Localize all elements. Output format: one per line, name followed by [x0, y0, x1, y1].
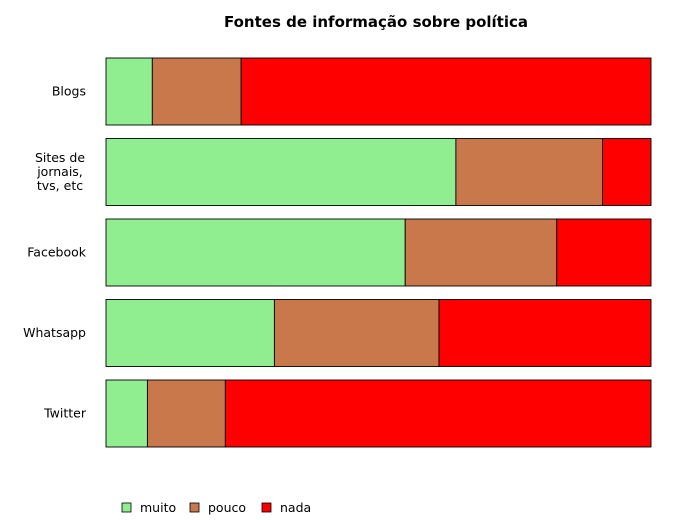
bar-segment-pouco-4	[146, 379, 226, 448]
category-label-4: Twitter	[43, 406, 87, 421]
bar-segment-pouco-1	[455, 138, 603, 206]
category-label-2: Facebook	[27, 245, 86, 260]
bar-segment-pouco-2	[404, 218, 558, 287]
bars-group	[105, 57, 652, 448]
bar-segment-pouco-0	[151, 57, 242, 126]
bar-segment-nada-3	[438, 299, 652, 367]
bar-segment-nada-1	[602, 138, 652, 206]
legend-swatch-muito	[121, 502, 132, 513]
bar-segment-nada-2	[556, 218, 652, 287]
category-labels: Blogs Sites de jornais, tvs, etc Facebook Wha…	[23, 84, 87, 421]
bar-segment-muito-4	[105, 379, 148, 448]
bar-segment-muito-2	[105, 218, 406, 287]
bar-segment-muito-0	[105, 57, 153, 126]
legend-label-nada: nada	[280, 500, 311, 515]
bar-segment-nada-4	[224, 379, 652, 448]
legend-swatch-pouco	[189, 502, 200, 513]
category-label-1: Sites de jornais, tvs, etc	[35, 150, 85, 193]
bar-segment-pouco-3	[273, 299, 440, 367]
bar-segment-nada-0	[240, 57, 652, 126]
legend: muito pouco nada	[121, 500, 311, 515]
bar-segment-muito-3	[105, 299, 275, 367]
category-label-3: Whatsapp	[23, 325, 86, 340]
bar-segment-muito-1	[105, 138, 457, 206]
legend-swatch-nada	[261, 502, 272, 513]
legend-label-pouco: pouco	[208, 500, 246, 515]
legend-label-muito: muito	[140, 500, 176, 515]
category-label-0: Blogs	[52, 84, 86, 99]
chart-title: Fontes de informação sobre política	[224, 13, 528, 31]
